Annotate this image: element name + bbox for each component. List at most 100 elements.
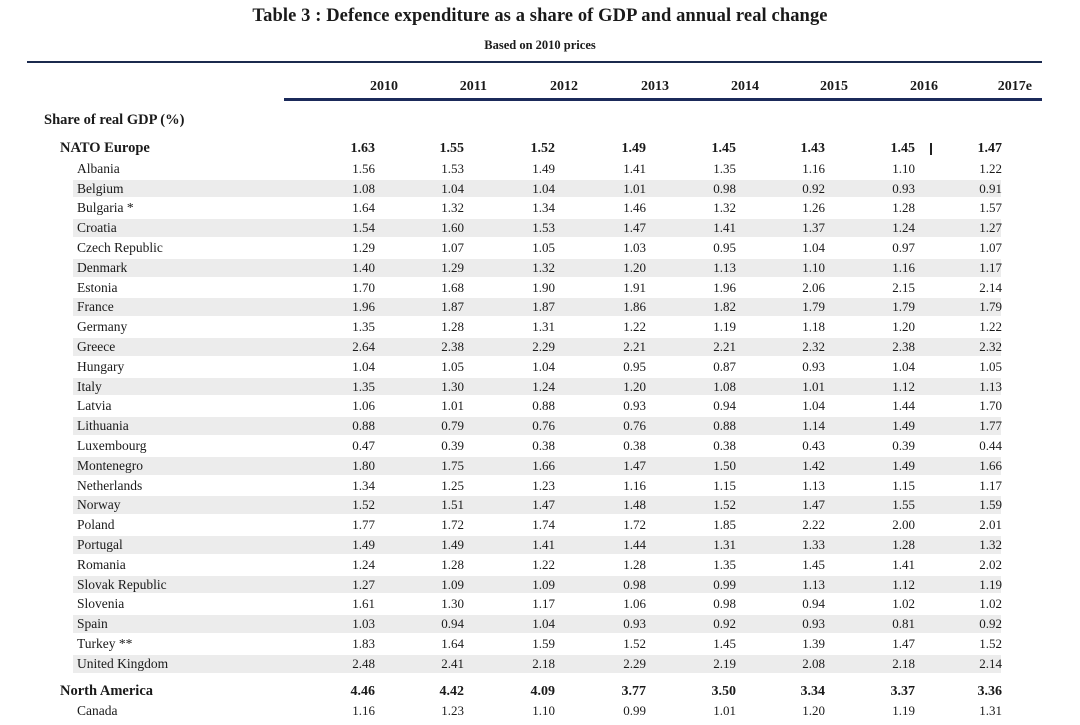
group-spacer [0, 674, 1080, 682]
value-cell-2014: 1.08 [713, 378, 736, 394]
value-cell-2014: 0.92 [713, 616, 736, 632]
value-cell-2017e: 1.19 [979, 576, 1002, 592]
value-cell-2013: 1.44 [623, 536, 646, 552]
value-cell-2010: 1.34 [352, 477, 375, 493]
value-cell-2013: 0.76 [623, 418, 646, 434]
value-cell-2010: 1.52 [352, 497, 375, 513]
value-cell-2015: 0.93 [802, 616, 825, 632]
value-cell-2013: 2.29 [623, 655, 646, 671]
value-cell-2012: 1.17 [532, 596, 555, 612]
table-row: Italy 1.35 1.30 1.24 1.20 1.08 1.01 1.12 1.13 [0, 377, 1080, 397]
value-cell-2015: 2.08 [802, 655, 825, 671]
value-cell-2013: 0.38 [623, 437, 646, 453]
value-cell-2013: 1.28 [623, 556, 646, 572]
table-row: Germany 1.35 1.28 1.31 1.22 1.19 1.18 1.20 1.22 [0, 317, 1080, 337]
value-cell-2017e: 1.47 [977, 141, 1003, 156]
value-cell-2013: 1.48 [623, 497, 646, 513]
country-label: Canada [77, 703, 118, 719]
value-cell-2013: 1.47 [623, 220, 646, 236]
value-cell-2017e: 1.13 [979, 378, 1002, 394]
value-cell-2013: 1.46 [623, 200, 646, 216]
value-cell-2014: 3.50 [711, 683, 737, 699]
value-cell-2011: 1.64 [441, 635, 464, 651]
value-cell-2015: 1.04 [802, 398, 825, 414]
value-cell-2010: 1.63 [350, 141, 376, 156]
value-cell-2011: 0.39 [441, 437, 464, 453]
header-rule-divider [284, 98, 1042, 101]
column-header-2015: 2015 [820, 79, 848, 94]
value-cell-2011: 1.72 [441, 517, 464, 533]
value-cell-2013: 1.47 [623, 457, 646, 473]
value-cell-2011: 1.30 [441, 378, 464, 394]
value-cell-2012: 1.10 [532, 703, 555, 719]
value-cell-2015: 2.06 [802, 279, 825, 295]
table-group-row: North America 4.46 4.42 4.09 3.77 3.50 3.34 3.3… [0, 682, 1080, 702]
value-cell-2010: 1.61 [352, 596, 375, 612]
value-cell-2016: 1.16 [892, 259, 915, 275]
value-cell-2014: 1.85 [713, 517, 736, 533]
value-cell-2013: 1.86 [623, 299, 646, 315]
value-cell-2015: 1.18 [802, 319, 825, 335]
column-header-2016: 2016 [910, 79, 938, 94]
value-cell-2016: 1.55 [892, 497, 915, 513]
table-row: Netherlands 1.34 1.25 1.23 1.16 1.15 1.13 1.15 1… [0, 476, 1080, 496]
value-cell-2010: 1.83 [352, 635, 375, 651]
country-label: Estonia [77, 279, 118, 295]
value-cell-2016: 1.10 [892, 160, 915, 176]
value-cell-2015: 1.47 [802, 497, 825, 513]
value-cell-2016: 1.44 [892, 398, 915, 414]
value-cell-2014: 0.87 [713, 358, 736, 374]
value-cell-2016: 1.49 [892, 457, 915, 473]
value-cell-2016: 1.12 [892, 576, 915, 592]
value-cell-2012: 2.29 [532, 338, 555, 354]
value-cell-2017e: 2.14 [979, 655, 1002, 671]
value-cell-2012: 1.04 [532, 358, 555, 374]
table-row: Lithuania 0.88 0.79 0.76 0.76 0.88 1.14 1.49 1.7… [0, 416, 1080, 436]
table-row: Bulgaria * 1.64 1.32 1.34 1.46 1.32 1.26 1.28 1.… [0, 198, 1080, 218]
value-cell-2016: 1.41 [892, 556, 915, 572]
value-cell-2010: 1.56 [352, 160, 375, 176]
value-cell-2015: 1.26 [802, 200, 825, 216]
value-cell-2016: 1.47 [892, 635, 915, 651]
year-header-row: 2010 2011 2012 2013 2014 2015 2016 2017e [284, 79, 1042, 99]
value-cell-2014: 1.35 [713, 160, 736, 176]
value-cell-2017e: 1.79 [979, 299, 1002, 315]
value-cell-2014: 1.45 [711, 141, 737, 156]
value-cell-2012: 2.18 [532, 655, 555, 671]
value-cell-2015: 1.13 [802, 576, 825, 592]
value-cell-2013: 1.52 [623, 635, 646, 651]
value-cell-2011: 1.68 [441, 279, 464, 295]
value-cell-2015: 1.13 [802, 477, 825, 493]
table-row: Romania 1.24 1.28 1.22 1.28 1.35 1.45 1.41 2.02 [0, 555, 1080, 575]
value-cell-2017e: 1.22 [979, 160, 1002, 176]
value-cell-2012: 1.52 [530, 141, 556, 156]
value-cell-2010: 1.96 [352, 299, 375, 315]
value-cell-2012: 1.41 [532, 536, 555, 552]
value-cell-2016: 1.45 [890, 141, 916, 156]
value-cell-2011: 1.23 [441, 703, 464, 719]
table-row: Norway 1.52 1.51 1.47 1.48 1.52 1.47 1.55 1.59 [0, 495, 1080, 515]
value-cell-2017e: 1.05 [979, 358, 1002, 374]
value-cell-2016: 0.81 [892, 616, 915, 632]
value-cell-2011: 1.25 [441, 477, 464, 493]
country-label: Lithuania [77, 418, 129, 434]
value-cell-2010: 1.16 [352, 703, 375, 719]
value-cell-2016: 2.15 [892, 279, 915, 295]
column-header-2017e: 2017e [997, 79, 1032, 94]
value-cell-2012: 1.23 [532, 477, 555, 493]
table-row: Greece 2.64 2.38 2.29 2.21 2.21 2.32 2.38 2.32 [0, 337, 1080, 357]
value-cell-2016: 1.24 [892, 220, 915, 236]
value-cell-2017e: 1.17 [979, 477, 1002, 493]
value-cell-2016: 1.12 [892, 378, 915, 394]
country-label: Norway [77, 497, 121, 513]
table-row: Turkey ** 1.83 1.64 1.59 1.52 1.45 1.39 1.47 1.5… [0, 634, 1080, 654]
value-cell-2016: 2.00 [892, 517, 915, 533]
table-row: Montenegro 1.80 1.75 1.66 1.47 1.50 1.42 1.49 1.… [0, 456, 1080, 476]
value-cell-2011: 1.09 [441, 576, 464, 592]
value-cell-2012: 1.74 [532, 517, 555, 533]
table-row: Spain 1.03 0.94 1.04 0.93 0.92 0.93 0.81 0.92 [0, 614, 1080, 634]
value-cell-2012: 1.22 [532, 556, 555, 572]
country-label: Netherlands [77, 477, 143, 493]
value-cell-2016: 1.49 [892, 418, 915, 434]
value-cell-2010: 1.70 [352, 279, 375, 295]
